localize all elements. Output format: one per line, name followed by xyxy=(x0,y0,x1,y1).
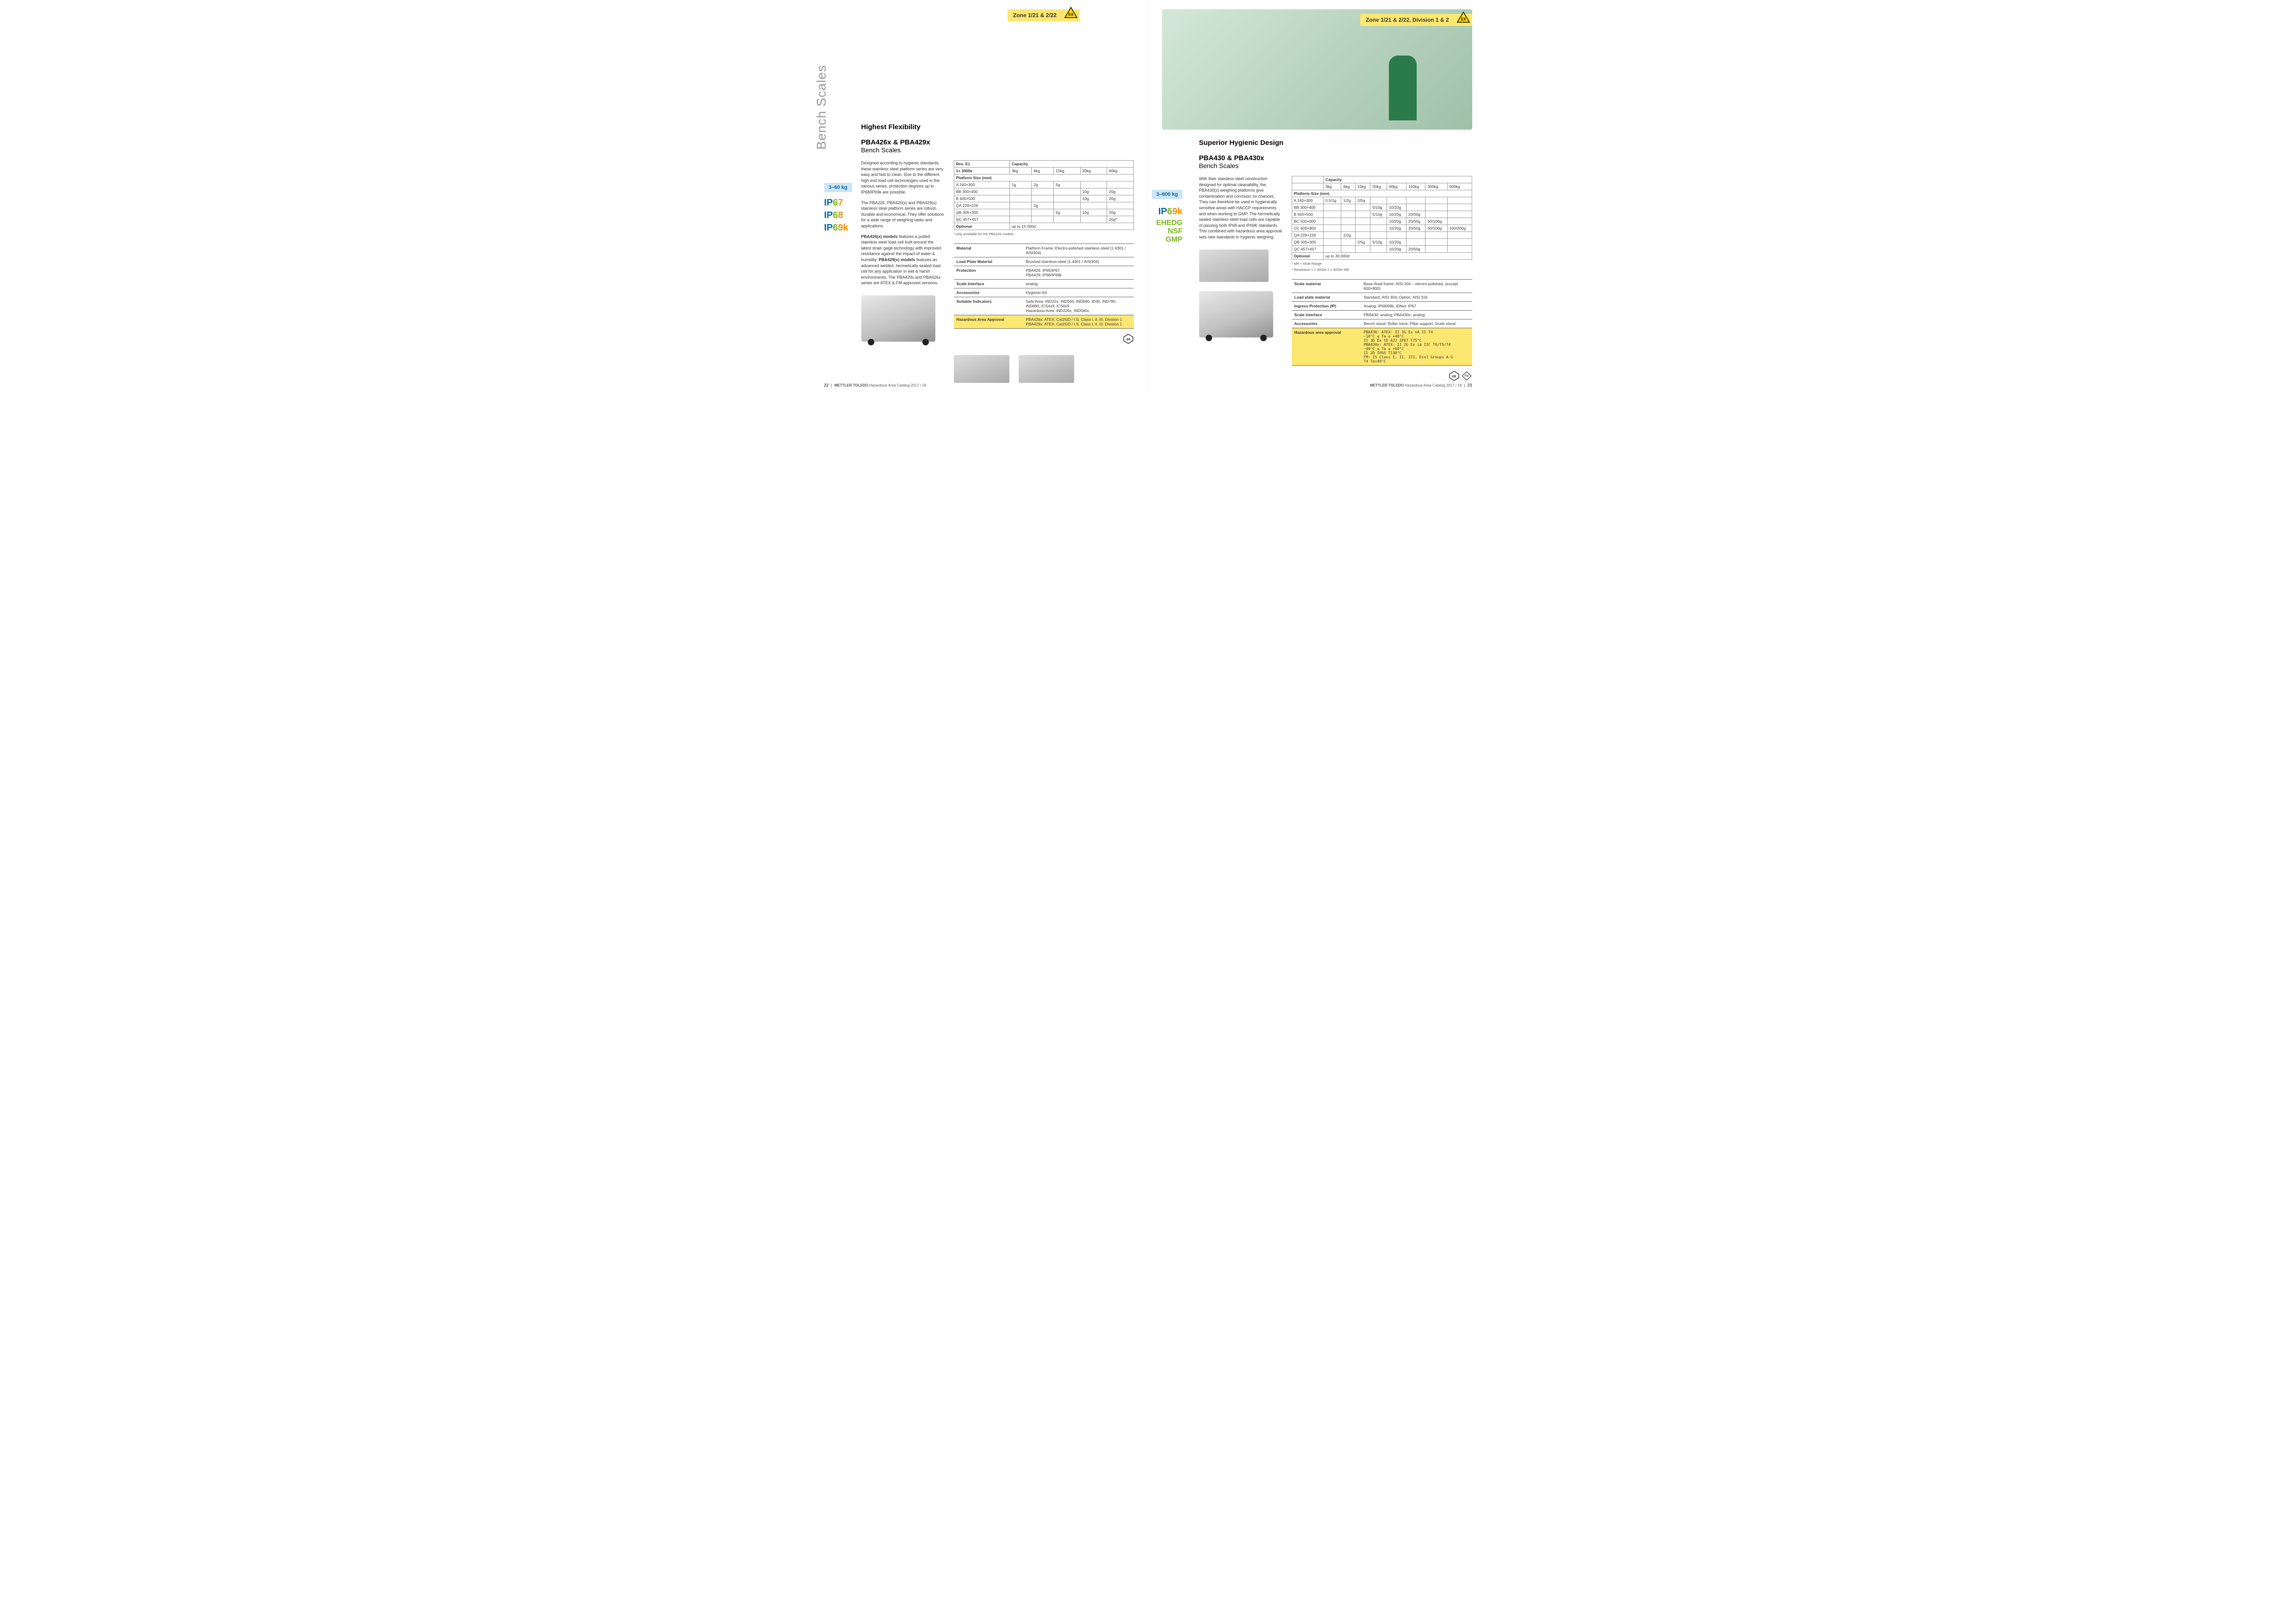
section-heading: Highest Flexibility xyxy=(861,123,1134,131)
weight-badge: 3–600 kg xyxy=(1152,190,1182,199)
table-row: Load plate materialStandard: AISI 304; O… xyxy=(1292,293,1472,302)
product-image xyxy=(861,295,935,342)
table-row: CC 600×80010/20g20/50g50/100g100/200g xyxy=(1292,225,1472,232)
table-row: ProtectionPBA426: IP65/IP67 PBA429: IP68… xyxy=(954,266,1134,280)
ex-warning-icon: EX xyxy=(1064,6,1078,19)
svg-text:εx: εx xyxy=(1126,337,1130,341)
product-subtitle: Bench Scales xyxy=(861,146,1134,154)
table-row: BC 500×60010/20g20/50g50/100g xyxy=(1292,218,1472,225)
product-title: PBA430 & PBA430x xyxy=(1199,154,1472,162)
ex-warning-icon: EX xyxy=(1456,11,1470,23)
body-para: With their stainless steel construction … xyxy=(1199,176,1282,240)
table-row: QA 229×2292g xyxy=(954,202,1133,209)
fm-approval-icon: FM xyxy=(1461,370,1472,381)
table-row: B 400×5005/10g10/20g20/50g xyxy=(1292,211,1472,218)
table-row: QB 305×3052/5g5/10g10/20g xyxy=(1292,239,1472,246)
ex-approval-icon: εx xyxy=(1449,370,1460,381)
product-image xyxy=(1199,291,1273,337)
table-row: Ingress Protection (IP)Analog: IP68/69k;… xyxy=(1292,302,1472,311)
product-subtitle: Bench Scales xyxy=(1199,162,1472,169)
svg-text:EX: EX xyxy=(1069,12,1074,17)
cert-badges: IP69k EHEDG NSF GMP xyxy=(1152,206,1182,244)
spec-table: Capacity 3kg6kg15kg30kg60kg150kg300kg600… xyxy=(1292,176,1472,260)
table-row: Scale Interfaceanalog xyxy=(954,280,1134,288)
table-row: QC 457×45710/20g20/50g xyxy=(1292,246,1472,253)
zone-badge-left: Zone 1/21 & 2/22 EX xyxy=(1008,9,1080,21)
table-row: Scale interfacePBA430: analog; PBA430x: … xyxy=(1292,311,1472,319)
page-number: 22 | METTLER TOLEDO Hazardous Area Catal… xyxy=(824,383,927,387)
table-row: AccessoriesBench stand; Roller track; Pi… xyxy=(1292,319,1472,328)
table-row: BB 300×4005/10g10/20g xyxy=(1292,204,1472,211)
weight-badge: 3–60 kg xyxy=(824,183,852,192)
ip-badges: IP67 IP68 IP69k xyxy=(824,198,852,233)
table-row: A 240×3000.5/1g1/2g2/5g xyxy=(1292,197,1472,204)
table-row: Load Plate MaterialBrushed stainless ste… xyxy=(954,257,1134,266)
table-row: BB 300×40010g20g xyxy=(954,188,1133,195)
hazardous-row: Hazardous Area Approval PBA426x: ATEX: C… xyxy=(954,315,1134,329)
zone-text: Zone 1/21 & 2/22 xyxy=(1013,12,1057,19)
ex-approval-icon: εx xyxy=(1123,333,1134,344)
table-row: A 240×3001g2g5g xyxy=(954,181,1133,188)
svg-text:FM: FM xyxy=(1464,375,1468,378)
hazardous-row: Hazardous area approval PBA430: ATEX: II… xyxy=(1292,328,1472,366)
zone-text: Zone 1/21 & 2/22, Division 1 & 2 xyxy=(1366,17,1449,23)
zone-badge-right: Zone 1/21 & 2/22, Division 1 & 2 EX xyxy=(1360,14,1472,26)
footnote: * MR = Multi Range xyxy=(1292,262,1472,266)
accessory-image xyxy=(1199,250,1269,282)
table-row: QC 457×45720g* xyxy=(954,216,1133,223)
spec-table: Res. E1Capacity 1× 3000e 3kg6kg15kg30kg6… xyxy=(954,160,1134,230)
page-number: METTLER TOLEDO Hazardous Area Catalog 20… xyxy=(1370,383,1472,387)
table-row: QA 229×2291/2g xyxy=(1292,232,1472,239)
table-row: QB 305×3055g10g20g xyxy=(954,209,1133,216)
body-para-1: Designed according to hygienic standards… xyxy=(861,160,945,195)
body-para-3: PBA426(x) models features a potted stain… xyxy=(861,234,945,286)
svg-text:εx: εx xyxy=(1452,374,1456,378)
details-table: Scale materialBase-/load frame: AISI 304… xyxy=(1292,279,1472,366)
product-title: PBA426x & PBA429x xyxy=(861,138,1134,146)
table-row: Scale materialBase-/load frame: AISI 304… xyxy=(1292,280,1472,293)
section-heading: Superior Hygienic Design xyxy=(1199,139,1472,147)
table-row: B 400×50010g20g xyxy=(954,195,1133,202)
table-row: Suitable IndicatorsSafe Area: IND22x, IN… xyxy=(954,297,1134,315)
side-tab: Bench Scales xyxy=(814,65,829,150)
footnote: * only available for the PBA226 models xyxy=(954,232,1134,236)
body-para-2: The PBA226, PBA426(x) and PBA429(x) stai… xyxy=(861,200,945,229)
accessory-image-2 xyxy=(1019,355,1074,383)
accessory-image-1 xyxy=(954,355,1009,383)
svg-text:EX: EX xyxy=(1461,17,1466,21)
table-row: AccessoriesHygienic-Kit xyxy=(954,288,1134,297)
footnote: * Resolution 1 x 3000e 2 x 3000e MR xyxy=(1292,268,1472,272)
table-row: MaterialPlatform Frame: Electro-polished… xyxy=(954,244,1134,257)
details-table: MaterialPlatform Frame: Electro-polished… xyxy=(954,244,1134,329)
